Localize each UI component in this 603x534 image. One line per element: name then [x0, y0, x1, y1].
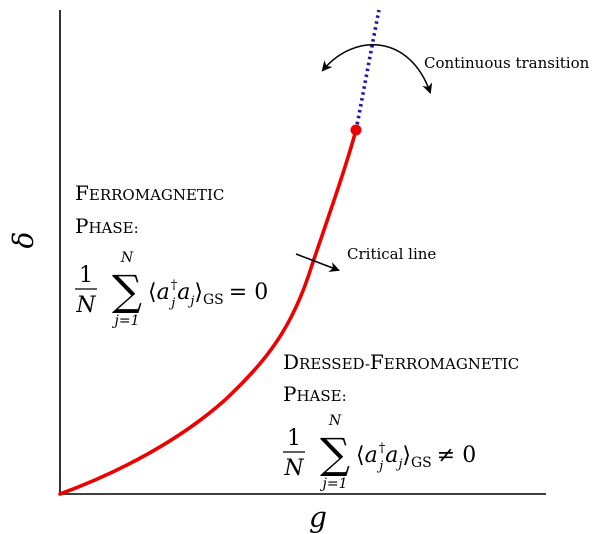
ferromagnetic-title-line1: FERROMAGNETIC: [75, 181, 224, 205]
dressed-title-line2: PHASE:: [283, 382, 347, 406]
dressed-title-line1: DRESSED-FERROMAGNETIC: [283, 350, 519, 374]
continuous-transition-arrow: [321, 44, 433, 94]
sum-lower-limit: j=1: [112, 313, 140, 329]
sum-symbol: ∑: [112, 266, 142, 315]
y-axis-label: δ: [7, 232, 40, 249]
fraction-numerator: 1: [79, 263, 93, 288]
dressed-formula: 1 N N ∑ j=1 ⟨a† jaj⟩GS ≠ 0: [283, 413, 476, 492]
fraction-numerator: 1: [287, 426, 301, 451]
critical-line-arrow: [295, 253, 340, 272]
critical-line: [58, 128, 358, 496]
continuous-transition-label: Continuous transition: [424, 54, 590, 72]
sum-upper-limit: N: [328, 413, 342, 429]
sum-lower-limit: j=1: [320, 476, 348, 492]
expectation-expression: ⟨a† jaj⟩GS = 0: [148, 278, 268, 311]
fraction-denominator: N: [283, 456, 304, 481]
fraction-denominator: N: [75, 293, 96, 318]
continuous-extension-line: [354, 9, 381, 131]
critical-point: [350, 124, 362, 136]
sum-upper-limit: N: [120, 250, 134, 266]
ferromagnetic-formula: 1 N N ∑ j=1 ⟨a† jaj⟩GS = 0: [75, 250, 268, 329]
ferromagnetic-title-line2: PHASE:: [75, 214, 139, 238]
expectation-expression: ⟨a† jaj⟩GS ≠ 0: [356, 441, 476, 474]
sum-symbol: ∑: [320, 429, 350, 478]
x-axis-label: g: [309, 501, 327, 534]
critical-line-label: Critical line: [347, 245, 436, 263]
